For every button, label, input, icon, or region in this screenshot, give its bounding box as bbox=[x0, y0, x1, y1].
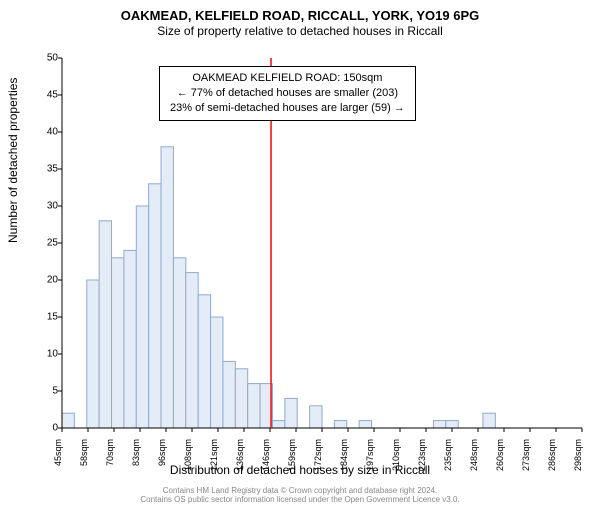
histogram-bar bbox=[62, 413, 74, 428]
info-line-1: OAKMEAD KELFIELD ROAD: 150sqm bbox=[170, 71, 405, 86]
histogram-bar bbox=[87, 280, 99, 428]
y-tick-label: 25 bbox=[47, 238, 58, 249]
y-tick-label: 50 bbox=[47, 53, 58, 64]
chart-container: OAKMEAD, KELFIELD ROAD, RICCALL, YORK, Y… bbox=[0, 8, 600, 508]
histogram-bar bbox=[136, 206, 148, 428]
histogram-bar bbox=[223, 361, 235, 428]
y-tick-label: 5 bbox=[52, 386, 58, 397]
y-tick-label: 35 bbox=[47, 164, 58, 175]
info-box: OAKMEAD KELFIELD ROAD: 150sqm ← 77% of d… bbox=[159, 66, 416, 121]
histogram-bar bbox=[149, 184, 161, 428]
footer-line-2: Contains OS public sector information li… bbox=[0, 495, 600, 505]
info-line-2: ← 77% of detached houses are smaller (20… bbox=[170, 86, 405, 101]
histogram-bar bbox=[248, 384, 260, 428]
y-tick-label: 10 bbox=[47, 349, 58, 360]
page-title: OAKMEAD, KELFIELD ROAD, RICCALL, YORK, Y… bbox=[0, 8, 600, 23]
info-line-3: 23% of semi-detached houses are larger (… bbox=[170, 101, 405, 116]
y-tick-label: 0 bbox=[52, 423, 58, 434]
y-tick-label: 15 bbox=[47, 312, 58, 323]
histogram-bar bbox=[99, 221, 111, 428]
histogram-bar bbox=[433, 421, 445, 428]
histogram-bar bbox=[198, 295, 210, 428]
y-tick-label: 45 bbox=[47, 90, 58, 101]
plot-area: OAKMEAD KELFIELD ROAD: 150sqm ← 77% of d… bbox=[62, 58, 582, 428]
histogram-bar bbox=[359, 421, 371, 428]
y-tick-label: 30 bbox=[47, 201, 58, 212]
footer: Contains HM Land Registry data © Crown c… bbox=[0, 486, 600, 505]
y-axis-label: Number of detached properties bbox=[6, 78, 20, 243]
histogram-bar bbox=[272, 421, 284, 428]
page-subtitle: Size of property relative to detached ho… bbox=[0, 24, 600, 38]
x-axis-label: Distribution of detached houses by size … bbox=[0, 463, 600, 477]
histogram-bar bbox=[112, 258, 124, 428]
histogram-bar bbox=[161, 147, 173, 428]
y-tick-label: 40 bbox=[47, 127, 58, 138]
histogram-bar bbox=[285, 398, 297, 428]
histogram-bar bbox=[235, 369, 247, 428]
histogram-bar bbox=[310, 406, 322, 428]
footer-line-1: Contains HM Land Registry data © Crown c… bbox=[0, 486, 600, 496]
histogram-bar bbox=[124, 250, 136, 428]
histogram-bar bbox=[173, 258, 185, 428]
histogram-bar bbox=[186, 273, 198, 428]
histogram-bar bbox=[211, 317, 223, 428]
histogram-bar bbox=[446, 421, 458, 428]
histogram-bar bbox=[334, 421, 346, 428]
histogram-bar bbox=[483, 413, 495, 428]
y-tick-label: 20 bbox=[47, 275, 58, 286]
